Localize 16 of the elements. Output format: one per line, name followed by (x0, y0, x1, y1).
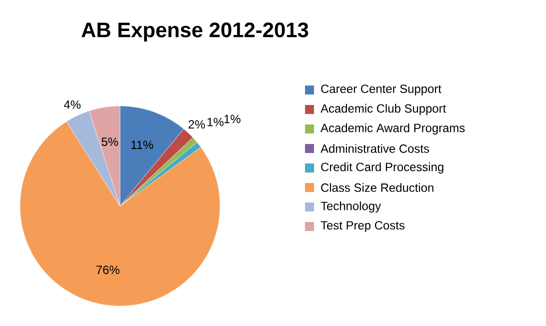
data-label: 1% (224, 114, 240, 124)
legend-label: Career Center Support (321, 84, 442, 96)
data-label: 11% (131, 140, 154, 150)
data-label: 2% (188, 120, 205, 129)
data-label: 4% (64, 100, 81, 109)
legend-label: Administrative Costs (320, 144, 430, 153)
chart-title: AB Expense 2012-2013 (82, 22, 308, 42)
legend-label: Technology (320, 201, 381, 213)
legend-label: Credit Card Processing (321, 162, 444, 174)
data-label: 5% (102, 138, 118, 146)
legend-label: Test Prep Costs (320, 221, 404, 232)
legend-label: Class Size Reduction (321, 183, 434, 192)
legend-label: Academic Club Support (320, 104, 446, 116)
legend-label: Academic Award Programs (320, 123, 465, 135)
data-label: 76% (96, 266, 120, 274)
data-label: 1% (208, 118, 224, 126)
